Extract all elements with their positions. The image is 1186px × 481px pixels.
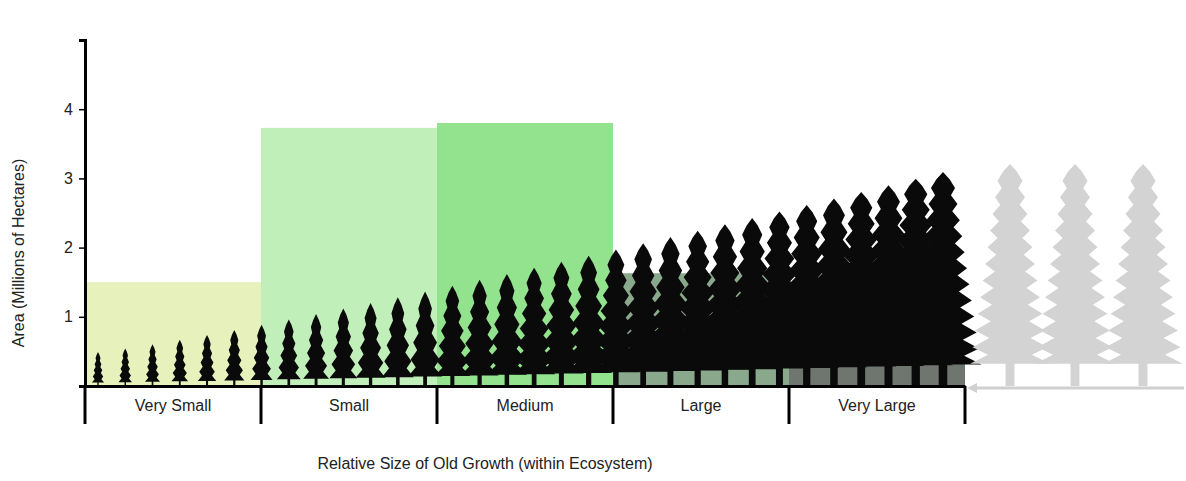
category-dividers [85,386,965,424]
y-tick: 1 [64,308,85,325]
category-divider [436,386,439,424]
tree-icon-faded [1103,164,1183,386]
y-tick-mark [79,109,85,111]
y-axis-line [79,41,86,387]
x-tick: Very Large [838,386,915,414]
y-tick-label: 3 [64,170,73,187]
tree-icon [119,349,132,386]
tree-icon [92,352,104,386]
bars [85,123,965,386]
x-tick: Very Small [135,386,211,414]
y-tick-mark [79,247,85,249]
bar [261,128,437,386]
category-divider [260,386,263,424]
chart: 1 2 3 4 Very Small Small Medium Large Very Large… [0,0,1186,481]
x-tick: Medium [497,386,554,414]
x-axis-title: Relative Size of Old Growth (within Ecos… [317,455,652,472]
category-divider [964,386,967,424]
category-divider [788,386,791,424]
tree-icon [277,319,301,386]
category-divider [84,386,87,424]
x-tick-label: Small [329,397,369,414]
tree-icon [145,344,160,386]
tree-icon-faded [1035,164,1115,386]
tree-icon [198,335,216,386]
bar [85,282,261,386]
x-tick-label: Large [681,397,722,414]
y-axis: 1 2 3 4 [64,41,85,387]
y-tick-label: 2 [64,239,73,256]
x-axis-line [86,385,966,388]
y-tick-mark [79,317,85,319]
y-tick: 3 [64,170,85,187]
tree-icon [356,303,386,386]
tree-icon [408,292,442,386]
y-tick-label: 4 [64,101,73,118]
tree-icons [92,164,1183,386]
tree-icon [904,172,981,386]
tree-icon [251,325,273,386]
y-tick: 2 [64,239,85,256]
tree-icon [329,309,357,386]
x-axis: Very Small Small Medium Large Very Large [86,386,966,414]
y-axis-title: Area (Millions of Hectares) [10,159,27,348]
tree-icon [382,297,414,386]
x-tick: Small [329,386,369,414]
y-tick-label: 1 [64,308,73,325]
x-tick: Large [681,386,722,414]
arrow-line [971,387,1184,390]
x-tick-label: Very Large [838,397,915,414]
arrow-head [967,383,977,393]
category-divider [612,386,615,424]
y-tick: 4 [64,101,85,118]
x-tick-label: Medium [497,397,554,414]
tree-icon [224,330,244,386]
y-tick-mark [79,178,85,180]
tree-icon [303,314,329,386]
x-tick-label: Very Small [135,397,211,414]
tree-icon [171,340,188,386]
tree-icon-faded [970,164,1050,386]
